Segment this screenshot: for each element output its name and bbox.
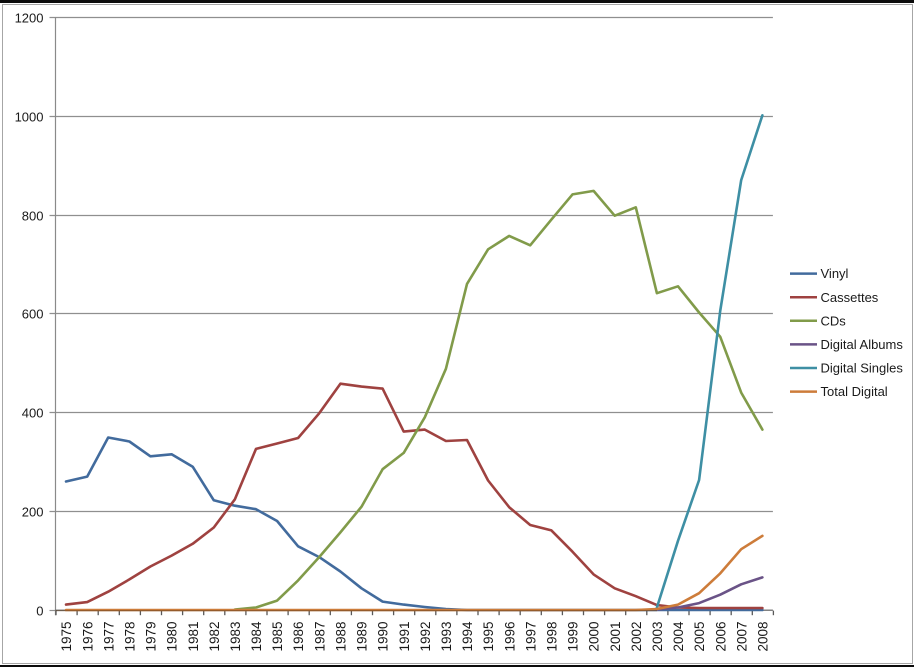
svg-text:1984: 1984: [249, 621, 264, 652]
svg-text:2000: 2000: [587, 622, 602, 652]
svg-text:200: 200: [22, 504, 44, 519]
svg-text:1994: 1994: [460, 621, 475, 652]
svg-text:1000: 1000: [15, 109, 44, 124]
svg-text:1975: 1975: [59, 622, 74, 652]
svg-text:1993: 1993: [439, 622, 454, 652]
svg-text:Vinyl: Vinyl: [821, 266, 849, 281]
svg-text:2004: 2004: [671, 621, 686, 652]
svg-text:1983: 1983: [228, 622, 243, 652]
svg-text:600: 600: [22, 306, 44, 321]
svg-text:1997: 1997: [523, 622, 538, 652]
svg-text:1982: 1982: [207, 622, 222, 652]
svg-text:1986: 1986: [291, 622, 306, 652]
svg-text:1977: 1977: [101, 622, 116, 652]
svg-text:1200: 1200: [15, 10, 44, 25]
svg-text:2001: 2001: [608, 622, 623, 652]
svg-text:Cassettes: Cassettes: [821, 290, 879, 305]
svg-text:2005: 2005: [692, 622, 707, 652]
svg-text:1976: 1976: [80, 622, 95, 652]
svg-text:1991: 1991: [397, 622, 412, 652]
svg-text:2006: 2006: [713, 622, 728, 652]
svg-text:1999: 1999: [566, 622, 581, 652]
svg-text:2003: 2003: [650, 622, 665, 652]
svg-text:2008: 2008: [756, 622, 771, 652]
svg-text:2007: 2007: [734, 622, 749, 652]
svg-text:1980: 1980: [165, 622, 180, 652]
svg-text:1981: 1981: [186, 622, 201, 652]
svg-text:1995: 1995: [481, 622, 496, 652]
svg-text:0: 0: [36, 603, 43, 618]
svg-text:1987: 1987: [312, 622, 327, 652]
svg-text:1998: 1998: [545, 622, 560, 652]
svg-text:Total Digital: Total Digital: [821, 384, 888, 399]
svg-text:1992: 1992: [418, 622, 433, 652]
svg-text:800: 800: [22, 208, 44, 223]
svg-text:1988: 1988: [334, 622, 349, 652]
svg-text:Digital Singles: Digital Singles: [821, 361, 904, 376]
svg-text:1978: 1978: [123, 622, 138, 652]
svg-text:400: 400: [22, 405, 44, 420]
svg-text:1985: 1985: [270, 622, 285, 652]
svg-text:1996: 1996: [502, 622, 517, 652]
svg-text:1989: 1989: [355, 622, 370, 652]
svg-text:1990: 1990: [376, 622, 391, 652]
svg-text:2002: 2002: [629, 622, 644, 652]
svg-text:1979: 1979: [144, 622, 159, 652]
svg-text:CDs: CDs: [821, 313, 847, 328]
svg-text:Digital Albums: Digital Albums: [821, 337, 904, 352]
